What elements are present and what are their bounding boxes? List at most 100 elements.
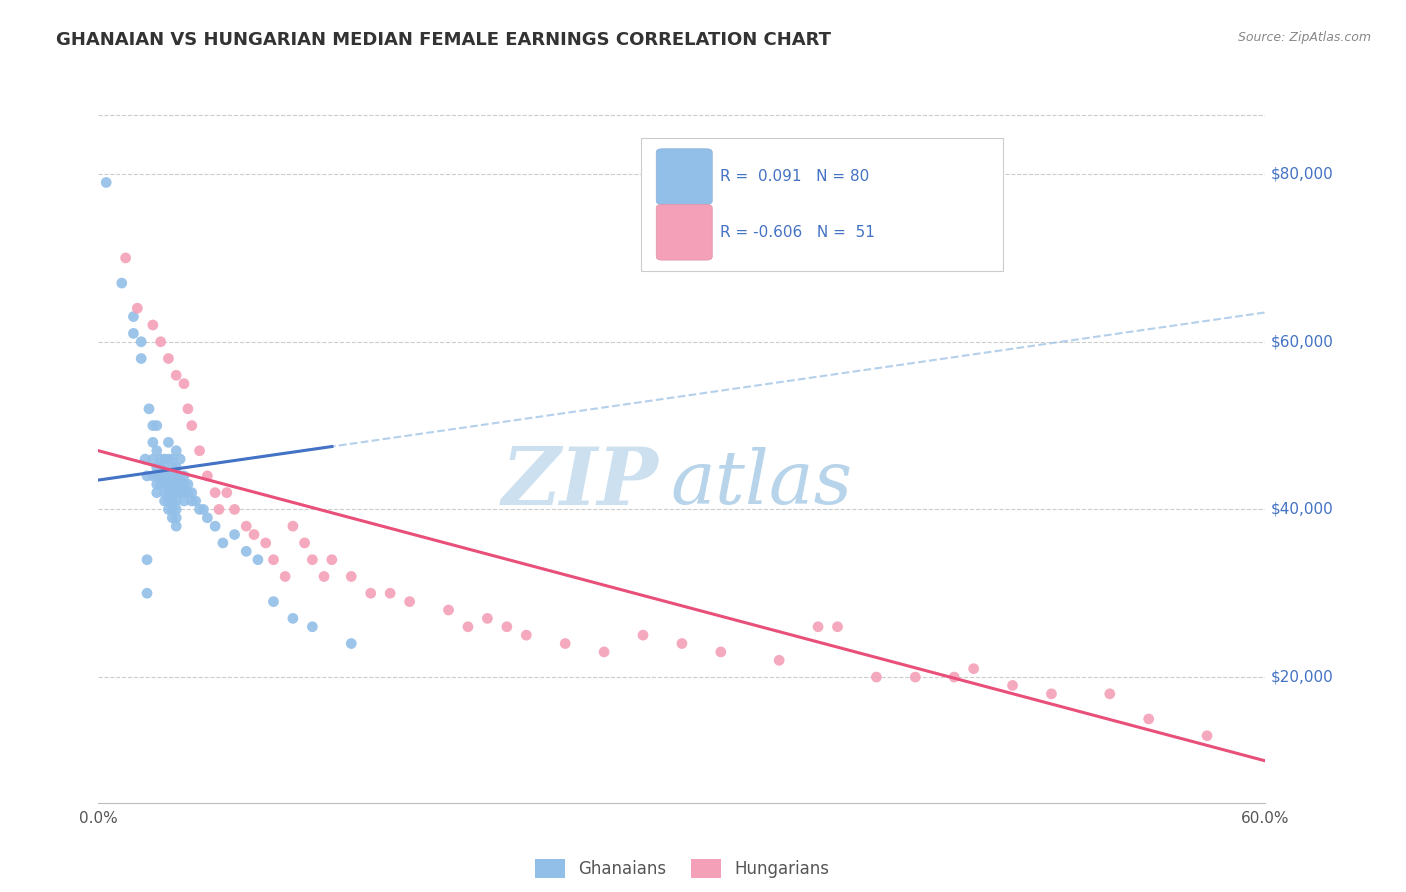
- Point: [146, 485, 169, 500]
- Point: [671, 636, 693, 650]
- Point: [212, 536, 235, 550]
- Point: [1098, 687, 1121, 701]
- Point: [146, 418, 169, 433]
- Point: [165, 519, 187, 533]
- Point: [807, 620, 830, 634]
- Point: [153, 494, 176, 508]
- FancyBboxPatch shape: [657, 204, 713, 260]
- Point: [321, 552, 343, 566]
- Point: [142, 418, 165, 433]
- Point: [554, 636, 576, 650]
- Point: [180, 494, 202, 508]
- Point: [495, 620, 517, 634]
- Point: [111, 276, 134, 290]
- Point: [142, 468, 165, 483]
- Point: [235, 544, 257, 558]
- Point: [710, 645, 733, 659]
- Point: [134, 452, 156, 467]
- Point: [360, 586, 382, 600]
- FancyBboxPatch shape: [641, 138, 1002, 270]
- Point: [262, 594, 284, 608]
- Point: [204, 519, 226, 533]
- Point: [136, 586, 159, 600]
- Point: [631, 628, 654, 642]
- Point: [243, 527, 266, 541]
- Point: [281, 611, 304, 625]
- Point: [162, 494, 184, 508]
- Point: [768, 653, 790, 667]
- Point: [188, 502, 211, 516]
- Point: [157, 435, 180, 450]
- Point: [153, 485, 176, 500]
- Point: [312, 569, 335, 583]
- Point: [157, 351, 180, 366]
- Point: [1137, 712, 1160, 726]
- Point: [173, 477, 195, 491]
- Point: [146, 468, 169, 483]
- Point: [224, 527, 246, 541]
- Point: [477, 611, 499, 625]
- Point: [157, 494, 180, 508]
- Point: [136, 468, 159, 483]
- Point: [142, 452, 165, 467]
- Point: [122, 310, 145, 324]
- Point: [153, 452, 176, 467]
- Point: [1001, 678, 1024, 692]
- Point: [827, 620, 849, 634]
- Point: [904, 670, 927, 684]
- Point: [153, 468, 176, 483]
- Point: [173, 376, 195, 391]
- Point: [177, 401, 200, 416]
- Point: [246, 552, 269, 566]
- Point: [165, 443, 187, 458]
- Point: [165, 510, 187, 524]
- Point: [340, 569, 363, 583]
- Point: [173, 494, 195, 508]
- Point: [169, 485, 191, 500]
- Text: atlas: atlas: [671, 447, 852, 519]
- Point: [208, 502, 231, 516]
- Point: [593, 645, 616, 659]
- Point: [177, 477, 200, 491]
- Point: [340, 636, 363, 650]
- Point: [162, 468, 184, 483]
- Point: [235, 519, 257, 533]
- Point: [1195, 729, 1218, 743]
- Point: [378, 586, 402, 600]
- Text: Source: ZipAtlas.com: Source: ZipAtlas.com: [1237, 31, 1371, 45]
- Point: [153, 460, 176, 475]
- Point: [301, 620, 323, 634]
- Point: [515, 628, 537, 642]
- Text: ZIP: ZIP: [502, 444, 658, 522]
- Point: [157, 485, 180, 500]
- Point: [136, 552, 159, 566]
- Point: [162, 477, 184, 491]
- Point: [114, 251, 136, 265]
- Point: [127, 301, 149, 316]
- Point: [162, 460, 184, 475]
- Point: [149, 468, 172, 483]
- Point: [146, 443, 169, 458]
- Point: [193, 502, 215, 516]
- Point: [184, 494, 207, 508]
- Point: [224, 502, 246, 516]
- Point: [165, 485, 187, 500]
- Point: [129, 351, 152, 366]
- Point: [142, 318, 165, 332]
- Point: [165, 368, 187, 383]
- Point: [1040, 687, 1063, 701]
- Point: [162, 452, 184, 467]
- Point: [169, 468, 191, 483]
- Point: [173, 468, 195, 483]
- Point: [149, 334, 172, 349]
- Point: [437, 603, 460, 617]
- Point: [146, 460, 169, 475]
- Point: [281, 519, 304, 533]
- Point: [180, 485, 202, 500]
- Point: [162, 485, 184, 500]
- Point: [153, 477, 176, 491]
- Point: [398, 594, 420, 608]
- Point: [254, 536, 277, 550]
- Point: [157, 468, 180, 483]
- Point: [180, 418, 202, 433]
